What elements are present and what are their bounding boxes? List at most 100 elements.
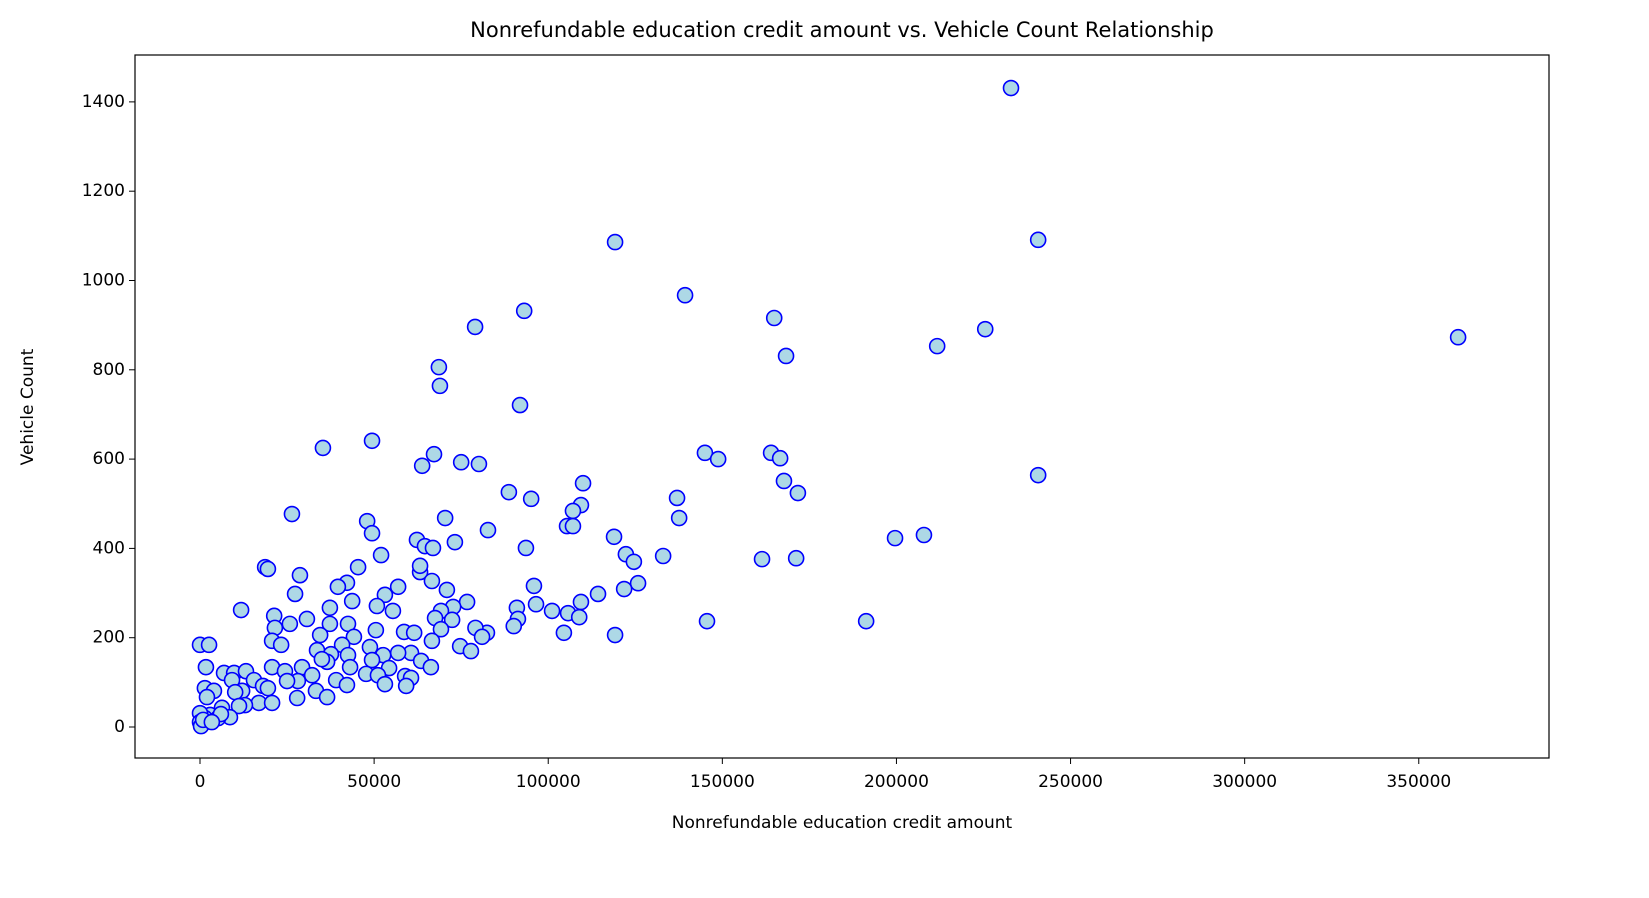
point [367, 621, 385, 639]
point [452, 453, 470, 471]
y-tick-label: 400 [93, 538, 125, 558]
x-tick-label: 150000 [690, 772, 755, 792]
point [564, 502, 582, 520]
point [423, 572, 441, 590]
point [431, 377, 449, 395]
point [343, 592, 361, 610]
point [915, 526, 933, 544]
point [777, 347, 795, 365]
point [363, 651, 381, 669]
plot-frame [134, 54, 1550, 759]
point [318, 688, 336, 706]
point [363, 524, 381, 542]
point [1029, 231, 1047, 249]
point [886, 529, 904, 547]
y-tick-label: 1000 [82, 270, 125, 290]
point [765, 309, 783, 327]
point [425, 445, 443, 463]
point [363, 432, 381, 450]
point [525, 577, 543, 595]
point [696, 444, 714, 462]
point [368, 597, 386, 615]
point [203, 713, 221, 731]
point [288, 689, 306, 707]
point [515, 302, 533, 320]
point [511, 396, 529, 414]
point [313, 650, 331, 668]
point [753, 550, 771, 568]
point [321, 599, 339, 617]
point [345, 628, 363, 646]
point [564, 517, 582, 535]
point [411, 557, 429, 575]
point [458, 593, 476, 611]
point [857, 612, 875, 630]
y-axis-label: Vehicle Count [18, 348, 38, 465]
point [286, 585, 304, 603]
point [670, 509, 688, 527]
point [397, 677, 415, 695]
point [771, 449, 789, 467]
x-tick-label: 350000 [1386, 772, 1451, 792]
point [629, 574, 647, 592]
point [787, 549, 805, 567]
point [527, 595, 545, 613]
point [259, 679, 277, 697]
y-tick-label: 600 [93, 449, 125, 469]
x-tick-label: 250000 [1038, 772, 1103, 792]
point [625, 553, 643, 571]
point [574, 474, 592, 492]
x-tick-label: 300000 [1212, 772, 1277, 792]
point [432, 620, 450, 638]
point [278, 672, 296, 690]
point [376, 586, 394, 604]
y-tick-label: 1200 [82, 181, 125, 201]
point [259, 560, 277, 578]
point [470, 455, 488, 473]
point [555, 624, 573, 642]
point [605, 528, 623, 546]
point [197, 658, 215, 676]
point [311, 626, 329, 644]
point [291, 566, 309, 584]
point [349, 558, 367, 576]
point [376, 675, 394, 693]
point [303, 666, 321, 684]
point [321, 615, 339, 633]
point [200, 636, 218, 654]
y-tick-label: 1400 [82, 92, 125, 112]
point [1449, 328, 1467, 346]
point [413, 457, 431, 475]
point [443, 611, 461, 629]
point [389, 644, 407, 662]
point [517, 539, 535, 557]
point [789, 484, 807, 502]
point [775, 472, 793, 490]
point [615, 580, 633, 598]
point [438, 581, 456, 599]
point [232, 601, 250, 619]
point [543, 602, 561, 620]
point [505, 617, 523, 635]
point [338, 676, 356, 694]
x-tick-label: 100000 [516, 772, 581, 792]
point [298, 610, 316, 628]
point [654, 547, 672, 565]
point [479, 521, 497, 539]
point [1029, 466, 1047, 484]
point [230, 697, 248, 715]
y-tick-label: 0 [114, 717, 125, 737]
point [589, 585, 607, 603]
point [572, 593, 590, 611]
x-tick-label: 200000 [864, 772, 929, 792]
point [389, 578, 407, 596]
point [473, 628, 491, 646]
point [430, 358, 448, 376]
point [928, 337, 946, 355]
point [263, 694, 281, 712]
point [384, 602, 402, 620]
point [709, 450, 727, 468]
point [314, 439, 332, 457]
point [272, 636, 290, 654]
